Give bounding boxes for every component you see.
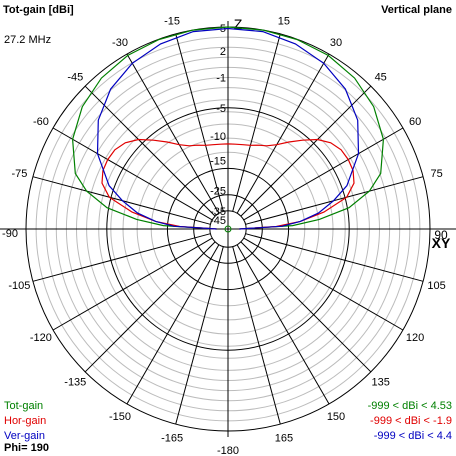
grid-spoke [175,33,224,212]
angle-label: 75 [430,168,442,180]
angle-label: -75 [11,168,27,180]
angle-label: -150 [109,411,131,423]
grid-spoke [240,85,372,217]
angle-label: 90 [434,228,448,242]
angle-label: -105 [8,280,30,292]
frequency-label: 27.2 MHz [4,34,52,46]
series-hor-gain [101,138,355,230]
grid-spoke [245,233,424,282]
grid-spoke [236,53,330,214]
grid-spoke [84,241,216,373]
radial-label: -35 [210,206,226,218]
plane-label: Vertical plane [381,4,452,16]
radial-label: -10 [210,131,226,143]
angle-label: -165 [161,433,183,445]
grid-spoke [232,246,281,425]
angle-label: 150 [327,411,345,423]
phi-label: Phi= 190 [4,442,49,454]
angle-label: -15 [164,15,180,27]
axis-label-xy: XY [432,235,451,251]
angle-label: -180 [217,445,239,456]
radial-label: -1 [216,73,226,85]
angle-label: -135 [64,377,86,389]
legend-ver-gain: Ver-gain [4,430,45,442]
angle-label: 15 [278,15,290,27]
grid-spoke [175,246,224,425]
grid-spoke [232,33,281,212]
angle-label: -60 [33,116,49,128]
legend-hor-gain: Hor-gain [4,415,47,427]
grid-spoke [126,244,220,405]
grid-spoke [126,53,220,214]
radial-label: 2 [220,46,226,58]
angle-label: Z [234,16,243,32]
grid-spoke [32,233,211,282]
range-ver-gain: -999 < dBi < 4.4 [373,430,452,442]
radial-label: -45 [210,215,226,227]
grid-spoke [84,85,216,217]
legend-tot-gain: Tot-gain [4,400,44,412]
series-tot-gain [71,26,385,230]
angle-label: 30 [330,37,342,49]
angle-label: 45 [375,71,387,83]
chart-title: Tot-gain [dBi] [3,4,74,16]
grid-spoke [52,237,213,331]
angle-label: -120 [30,332,52,344]
center-marker [224,225,232,233]
angle-label: -45 [67,71,83,83]
angle-label: 165 [275,433,293,445]
grid-spoke [236,244,330,405]
grid-spoke [243,127,404,221]
grid-spoke [52,127,213,221]
range-tot-gain: -999 < dBi < 4.53 [367,400,452,412]
grid-spoke [240,241,372,373]
angle-label: 120 [406,332,424,344]
angle-label: 60 [409,116,421,128]
series-ver-gain [96,27,360,230]
radial-label: -15 [210,155,226,167]
angle-label: -30 [112,37,128,49]
angle-label: -90 [2,228,18,240]
radial-label: -5 [216,103,226,115]
grid-spoke [243,237,404,331]
angle-label: 105 [427,280,445,292]
angle-label: 135 [372,377,390,389]
range-hor-gain: -999 < dBi < -1.9 [370,415,452,427]
radial-label: -25 [210,186,226,198]
